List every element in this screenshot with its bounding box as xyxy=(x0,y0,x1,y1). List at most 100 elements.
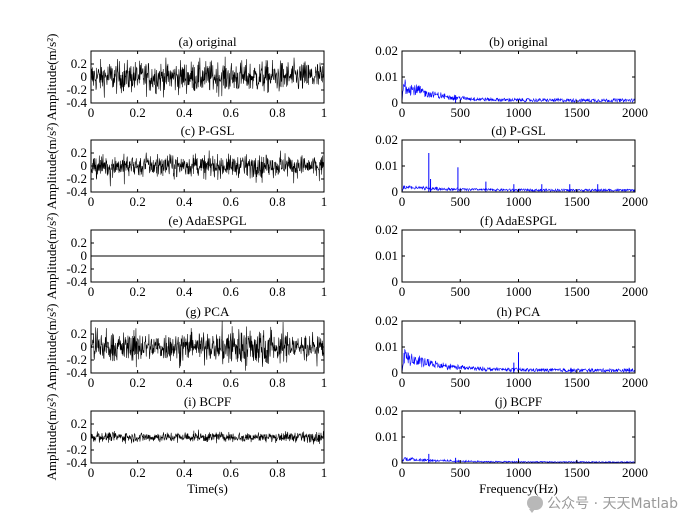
x-tick-label: 0 xyxy=(88,105,95,120)
y-axis-label: Amplitude(m/s²) xyxy=(44,34,59,121)
x-tick-label: 0.6 xyxy=(223,194,240,209)
x-tick-label: 0.2 xyxy=(129,194,145,209)
y-tick-label: 0.2 xyxy=(71,235,87,250)
subplot-title: (i) BCPF xyxy=(184,394,231,409)
x-tick-label: 1500 xyxy=(564,284,590,299)
x-tick-label: 0 xyxy=(399,465,406,480)
y-tick-label: 0.02 xyxy=(375,222,398,237)
y-tick-label: 0 xyxy=(392,455,399,470)
y-tick-label: 0.2 xyxy=(71,326,87,341)
subplot-title: (h) PCA xyxy=(497,304,541,319)
x-tick-label: 0 xyxy=(399,284,406,299)
subplot-i xyxy=(90,410,325,464)
x-tick-label: 0.6 xyxy=(223,465,240,480)
x-tick-label: 0.8 xyxy=(269,105,285,120)
y-tick-label: 0 xyxy=(392,184,399,199)
x-tick-label: 500 xyxy=(451,105,471,120)
x-tick-label: 0.4 xyxy=(176,284,193,299)
y-tick-label: 0.01 xyxy=(375,248,398,263)
x-tick-label: 500 xyxy=(451,375,471,390)
y-tick-label: 0.01 xyxy=(375,69,398,84)
y-tick-label: 0 xyxy=(392,95,399,110)
y-axis-label: Amplitude(m/s²) xyxy=(44,394,59,481)
x-tick-label: 1500 xyxy=(564,105,590,120)
subplot-title: (a) original xyxy=(178,34,237,49)
x-tick-label: 2000 xyxy=(622,375,648,390)
subplot-d xyxy=(401,139,636,193)
series-line xyxy=(90,321,325,371)
y-tick-label: 0 xyxy=(81,339,88,354)
axes-frame xyxy=(401,50,636,104)
x-tick-label: 1 xyxy=(321,194,328,209)
y-axis-label: Amplitude(m/s²) xyxy=(44,304,59,391)
y-tick-label: -0.2 xyxy=(66,82,87,97)
x-tick-label: 1000 xyxy=(506,375,532,390)
subplot-title: (b) original xyxy=(489,34,548,49)
x-tick-label: 0.6 xyxy=(223,375,240,390)
y-tick-label: 0.2 xyxy=(71,145,87,160)
y-tick-label: 0 xyxy=(81,248,88,263)
y-tick-label: 0.02 xyxy=(375,313,398,328)
x-tick-label: 2000 xyxy=(622,105,648,120)
y-tick-label: 0.2 xyxy=(71,416,87,431)
y-tick-label: 0 xyxy=(392,365,399,380)
y-tick-label: -0.4 xyxy=(66,274,87,289)
axes-frame xyxy=(401,229,636,283)
y-tick-label: -0.2 xyxy=(66,352,87,367)
x-tick-label: 500 xyxy=(451,194,471,209)
x-axis-label: Time(s) xyxy=(187,481,228,496)
x-tick-label: 0 xyxy=(88,284,95,299)
subplot-b xyxy=(401,50,636,104)
subplot-title: (e) AdaESPGL xyxy=(168,213,246,228)
x-tick-label: 500 xyxy=(451,465,471,480)
x-tick-label: 1500 xyxy=(564,465,590,480)
x-tick-label: 0 xyxy=(88,465,95,480)
axes-frame xyxy=(401,410,636,464)
x-tick-label: 0.4 xyxy=(176,194,193,209)
x-tick-label: 0.8 xyxy=(269,375,285,390)
subplot-a xyxy=(90,50,325,104)
x-tick-label: 0.2 xyxy=(129,284,145,299)
x-tick-label: 0.6 xyxy=(223,284,240,299)
y-tick-label: 0.01 xyxy=(375,339,398,354)
y-tick-label: 0 xyxy=(81,69,88,84)
x-tick-label: 1 xyxy=(321,375,328,390)
x-tick-label: 0.4 xyxy=(176,105,193,120)
subplot-h xyxy=(401,320,636,374)
y-axis-label: Amplitude(m/s²) xyxy=(44,123,59,210)
y-tick-label: 0.01 xyxy=(375,158,398,173)
wechat-icon xyxy=(527,496,544,513)
x-tick-label: 500 xyxy=(451,284,471,299)
subplot-title: (f) AdaESPGL xyxy=(480,213,557,228)
subplot-title: (c) P-GSL xyxy=(181,123,235,138)
y-tick-label: 0.01 xyxy=(375,429,398,444)
x-tick-label: 0.8 xyxy=(269,194,285,209)
subplot-c xyxy=(90,139,325,193)
y-tick-label: -0.4 xyxy=(66,365,87,380)
x-tick-label: 0.2 xyxy=(129,375,145,390)
series-line xyxy=(90,429,325,445)
x-tick-label: 0.2 xyxy=(129,465,145,480)
y-tick-label: 0.02 xyxy=(375,403,398,418)
y-tick-label: -0.4 xyxy=(66,95,87,110)
x-tick-label: 1500 xyxy=(564,375,590,390)
subplot-title: (j) BCPF xyxy=(495,394,542,409)
series-line xyxy=(90,56,325,98)
y-tick-label: -0.2 xyxy=(66,442,87,457)
subplot-g xyxy=(90,320,325,374)
x-tick-label: 1500 xyxy=(564,194,590,209)
x-tick-label: 0 xyxy=(88,375,95,390)
y-tick-label: -0.4 xyxy=(66,455,87,470)
x-tick-label: 2000 xyxy=(622,194,648,209)
y-tick-label: -0.2 xyxy=(66,261,87,276)
x-tick-label: 0.8 xyxy=(269,284,285,299)
x-tick-label: 1 xyxy=(321,284,328,299)
x-tick-label: 1000 xyxy=(506,194,532,209)
subplot-title: (d) P-GSL xyxy=(491,123,546,138)
series-line xyxy=(401,79,636,104)
x-axis-label: Frequency(Hz) xyxy=(479,481,558,496)
x-tick-label: 0.6 xyxy=(223,105,240,120)
x-tick-label: 2000 xyxy=(622,284,648,299)
y-axis-label: Amplitude(m/s²) xyxy=(44,213,59,300)
